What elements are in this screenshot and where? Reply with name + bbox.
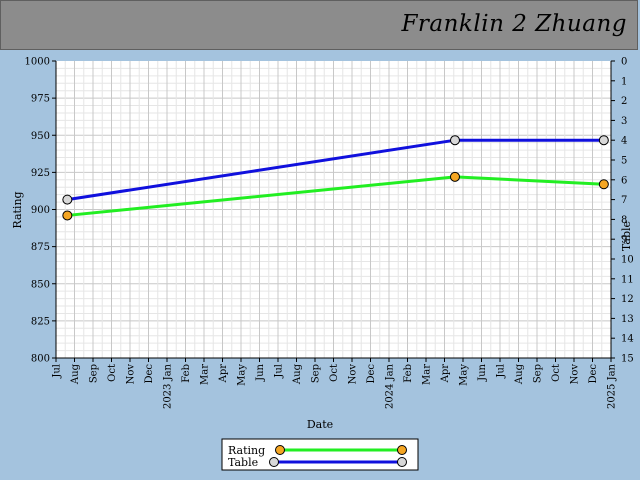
x-tick-label: Nov bbox=[570, 364, 581, 385]
y-tick-label: 825 bbox=[31, 316, 50, 327]
y-tick-label: 900 bbox=[31, 205, 50, 216]
legend-marker-rating bbox=[275, 445, 285, 455]
x-tick-label: Oct bbox=[107, 364, 118, 382]
y2-tick-label: 7 bbox=[621, 195, 627, 206]
x-tick-label: Dec bbox=[144, 364, 155, 384]
legend-marker-table bbox=[397, 457, 407, 467]
legend-marker-table bbox=[269, 457, 279, 467]
x-tick-label: Jul bbox=[496, 364, 507, 379]
y2-tick-label: 4 bbox=[621, 136, 627, 147]
y2-tick-label: 2 bbox=[621, 96, 627, 107]
x-tick-label: Dec bbox=[588, 364, 599, 384]
x-tick-label: 2025 Jan bbox=[607, 363, 618, 409]
x-tick-label: Aug bbox=[292, 363, 303, 385]
y-tick-label: 925 bbox=[31, 168, 50, 179]
y2-tick-label: 9 bbox=[621, 235, 627, 246]
x-tick-label: 2023 Jan bbox=[163, 363, 174, 409]
series-layer bbox=[62, 135, 609, 221]
x-tick-label: Jun bbox=[477, 363, 488, 381]
y-tick-label: 800 bbox=[31, 354, 50, 365]
y2-tick-label: 15 bbox=[621, 354, 634, 365]
x-tick-label: May bbox=[237, 364, 248, 386]
x-tick-label: Dec bbox=[366, 364, 377, 384]
y2-tick-label: 12 bbox=[621, 294, 634, 305]
legend-box bbox=[221, 438, 419, 471]
y-tick-label: 850 bbox=[31, 279, 50, 290]
y2-tick-label: 11 bbox=[621, 274, 634, 285]
x-tick-label: Apr bbox=[440, 364, 451, 384]
y-left-ticks: 800 825 850 875 900 925 950 975 1000 bbox=[25, 57, 56, 365]
y2-tick-label: 0 bbox=[621, 57, 627, 68]
grid bbox=[56, 61, 611, 358]
data-point-rating bbox=[449, 171, 460, 182]
y2-tick-label: 6 bbox=[621, 175, 627, 186]
x-tick-label: Aug bbox=[514, 363, 525, 385]
data-point-table bbox=[62, 194, 73, 205]
player-name: Franklin 2 Zhuang bbox=[401, 11, 627, 37]
y-tick-label: 1000 bbox=[25, 57, 50, 68]
y2-axis-label: Table bbox=[620, 221, 633, 251]
data-point-rating bbox=[598, 179, 609, 190]
x-tick-label: Nov bbox=[348, 364, 359, 385]
x-tick-label: Jul bbox=[52, 364, 63, 379]
y2-tick-label: 5 bbox=[621, 156, 627, 167]
y2-tick-label: 10 bbox=[621, 255, 634, 266]
x-tick-label: Sep bbox=[89, 364, 100, 383]
x-tick-label: Nov bbox=[126, 364, 137, 385]
x-tick-label: Sep bbox=[311, 364, 322, 383]
x-tick-label: Jun bbox=[255, 363, 266, 381]
y-tick-label: 950 bbox=[31, 131, 50, 142]
data-point-rating bbox=[62, 210, 73, 221]
data-point-table bbox=[449, 135, 460, 146]
header-bar: Franklin 2 Zhuang bbox=[0, 0, 638, 50]
x-tick-label: Feb bbox=[403, 364, 414, 383]
data-point-table bbox=[598, 135, 609, 146]
legend: Rating Table bbox=[221, 438, 419, 471]
x-tick-label: May bbox=[459, 364, 470, 386]
y-tick-label: 875 bbox=[31, 242, 50, 253]
x-tick-label: 2024 Jan bbox=[385, 363, 396, 409]
x-axis-label: Date bbox=[307, 418, 333, 431]
y-tick-label: 975 bbox=[31, 94, 50, 105]
y2-tick-label: 8 bbox=[621, 215, 627, 226]
x-tick-label: Feb bbox=[181, 364, 192, 383]
y2-tick-label: 13 bbox=[621, 314, 634, 325]
x-tick-label: Mar bbox=[422, 364, 433, 385]
legend-label-rating: Rating bbox=[228, 444, 265, 457]
x-tick-label: Oct bbox=[551, 364, 562, 382]
x-tick-label: Sep bbox=[533, 364, 544, 383]
x-tick-label: Mar bbox=[200, 364, 211, 385]
legend-label-table: Table bbox=[228, 456, 258, 469]
y2-tick-label: 3 bbox=[621, 116, 627, 127]
x-tick-label: Aug bbox=[70, 363, 81, 385]
x-tick-label: Apr bbox=[218, 364, 229, 384]
y2-tick-label: 14 bbox=[621, 334, 634, 345]
y-axis-label: Rating bbox=[11, 191, 24, 228]
x-tick-label: Oct bbox=[329, 364, 340, 382]
x-tick-label: Jul bbox=[274, 364, 285, 379]
y2-tick-label: 1 bbox=[621, 76, 627, 87]
x-ticks: Jul Aug Sep Oct Nov Dec 2023 Jan Feb Mar Apr May Ju… bbox=[52, 358, 618, 409]
legend-marker-rating bbox=[397, 445, 407, 455]
